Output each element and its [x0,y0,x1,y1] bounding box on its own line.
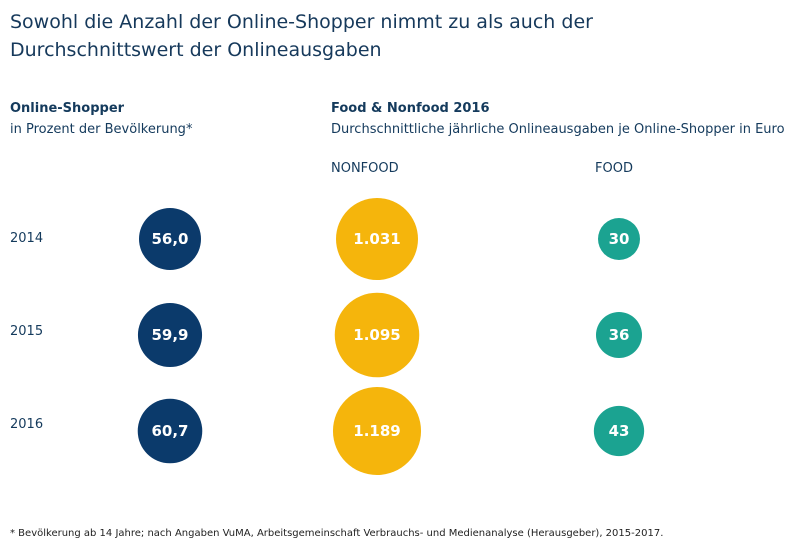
nonfood-bubble [332,386,422,476]
food-bubble [595,311,643,359]
year-label: 2014 [10,231,44,246]
nonfood-bubble [334,292,420,378]
column-header-nonfood: NONFOOD [331,161,399,176]
right-panel-title: Food & Nonfood 2016 [331,101,490,116]
shopper-value-label: 56,0 [151,230,188,248]
year-label: 2016 [10,417,44,432]
shopper-bubble [139,208,201,270]
food-value-label: 43 [609,422,630,440]
shopper-bubble [137,398,203,464]
year-label: 2015 [10,324,44,339]
food-bubble [593,405,645,457]
page-title: Sowohl die Anzahl der Online-Shopper nim… [10,11,593,61]
food-value-label: 30 [609,230,630,248]
shopper-value-label: 59,9 [151,326,188,344]
shopper-value-label: 60,7 [151,422,188,440]
nonfood-value-label: 1.189 [353,422,400,440]
food-bubble [598,218,640,260]
food-value-label: 36 [609,326,630,344]
column-header-food: FOOD [595,161,633,176]
right-panel-subtitle: Durchschnittliche jährliche Onlineausgab… [331,122,785,137]
shopper-bubble [137,302,203,368]
left-panel-subtitle: in Prozent der Bevölkerung* [10,122,193,137]
nonfood-value-label: 1.095 [353,326,400,344]
left-panel-title: Online-Shopper [10,101,125,116]
nonfood-bubble [336,198,418,280]
footnote: * Bevölkerung ab 14 Jahre; nach Angaben … [10,528,664,539]
nonfood-value-label: 1.031 [353,230,400,248]
